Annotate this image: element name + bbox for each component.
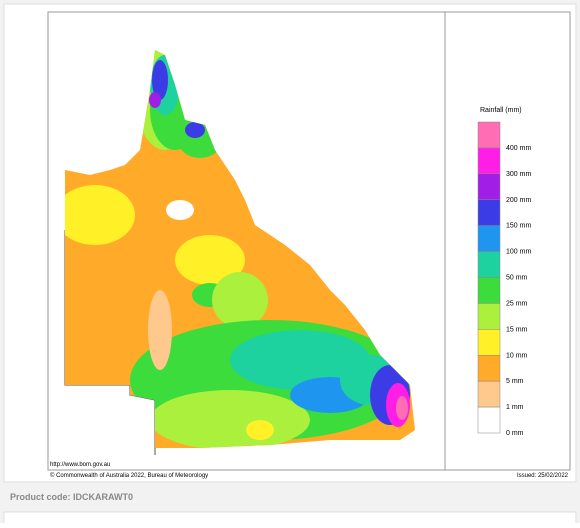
legend-swatch — [477, 147, 501, 175]
legend-swatch — [477, 355, 501, 382]
legend-swatch — [477, 303, 501, 330]
legend-label: 400 mm — [506, 145, 531, 152]
legend-label: 300 mm — [506, 171, 531, 178]
legend: 400 mm 300 mm 200 mm 150 mm 100 mm 50 mm 25 mm… — [477, 121, 531, 437]
legend-swatch — [477, 251, 501, 278]
legend-label: 1 mm — [506, 404, 524, 411]
legend-swatch — [477, 380, 501, 408]
legend-label: 10 mm — [506, 352, 528, 359]
legend-swatch — [477, 121, 501, 149]
legend-swatch — [477, 199, 501, 226]
legend-swatch — [477, 225, 501, 252]
legend-swatch — [477, 406, 501, 434]
legend-label: 100 mm — [506, 249, 531, 256]
legend-label: 5 mm — [506, 378, 524, 385]
product-code: Product code: IDCKARAWT0 — [10, 492, 133, 502]
issued-date: Issued: 25/02/2022 — [517, 473, 569, 479]
legend-label: 200 mm — [506, 197, 531, 204]
legend-title: Rainfall (mm) — [480, 107, 522, 114]
legend-label: 0 mm — [506, 430, 524, 437]
legend-label: 15 mm — [506, 326, 528, 333]
lower-panel — [3, 511, 577, 528]
legend-swatch — [477, 277, 501, 304]
legend-swatch — [477, 173, 501, 200]
source-url: http://www.bom.gov.au — [50, 462, 110, 468]
legend-swatch — [477, 329, 501, 356]
legend-label: 25 mm — [506, 300, 528, 307]
legend-label: 150 mm — [506, 223, 531, 230]
legend-label: 50 mm — [506, 275, 528, 282]
copyright: © Commonwealth of Australia 2022, Bureau… — [50, 472, 208, 479]
